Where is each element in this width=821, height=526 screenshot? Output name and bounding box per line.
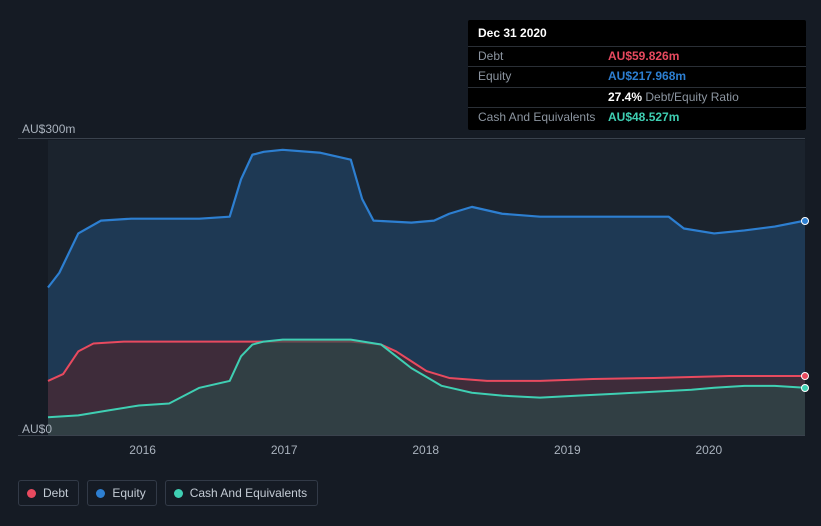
tooltip-row: Cash And EquivalentsAU$48.527m	[468, 107, 806, 128]
x-axis: 2016 2017 2018 2019 2020	[48, 443, 805, 463]
y-axis-min-label: AU$0	[22, 422, 52, 436]
tooltip-row-value: AU$59.826m	[608, 49, 679, 65]
legend-swatch	[96, 489, 105, 498]
x-axis-tick: 2017	[271, 443, 298, 457]
series-end-marker	[801, 217, 809, 225]
tooltip-row-value: AU$217.968m	[608, 69, 686, 85]
tooltip-row-label: Debt	[478, 49, 608, 65]
tooltip-row-label: Equity	[478, 69, 608, 85]
legend-item-cash-and-equivalents[interactable]: Cash And Equivalents	[165, 480, 318, 506]
series-end-marker	[801, 372, 809, 380]
tooltip-row-label: Cash And Equivalents	[478, 110, 608, 126]
series-end-marker	[801, 384, 809, 392]
tooltip-row: 27.4% Debt/Equity Ratio	[468, 87, 806, 108]
x-axis-tick: 2018	[412, 443, 439, 457]
legend-swatch	[174, 489, 183, 498]
tooltip-row: DebtAU$59.826m	[468, 46, 806, 67]
legend-item-equity[interactable]: Equity	[87, 480, 156, 506]
tooltip-row-value: AU$48.527m	[608, 110, 679, 126]
chart-tooltip: Dec 31 2020 DebtAU$59.826mEquityAU$217.9…	[468, 20, 806, 130]
x-axis-tick: 2019	[554, 443, 581, 457]
x-axis-tick: 2016	[129, 443, 156, 457]
y-axis-bottom-gridline	[18, 435, 805, 436]
tooltip-row-label	[478, 90, 608, 106]
legend-label: Cash And Equivalents	[190, 486, 307, 500]
legend-swatch	[27, 489, 36, 498]
tooltip-row-value: 27.4% Debt/Equity Ratio	[608, 90, 739, 106]
chart-legend: Debt Equity Cash And Equivalents	[18, 480, 318, 506]
legend-label: Debt	[43, 486, 68, 500]
tooltip-date: Dec 31 2020	[468, 20, 806, 46]
legend-label: Equity	[112, 486, 145, 500]
x-axis-tick: 2020	[696, 443, 723, 457]
area-chart[interactable]	[48, 140, 805, 435]
tooltip-row: EquityAU$217.968m	[468, 66, 806, 87]
y-axis-top-gridline	[18, 138, 805, 139]
legend-item-debt[interactable]: Debt	[18, 480, 79, 506]
y-axis-max-label: AU$300m	[22, 122, 75, 136]
